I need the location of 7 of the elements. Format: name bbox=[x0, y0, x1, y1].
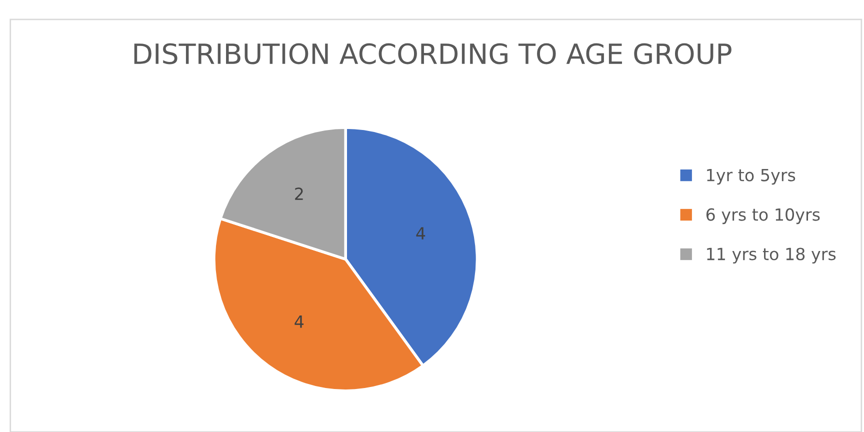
chart-title: DISTRIBUTION ACCORDING TO AGE GROUP bbox=[134, 43, 732, 64]
data-label: 4 bbox=[416, 227, 426, 240]
data-label: 2 bbox=[295, 188, 303, 200]
legend-label: 11 yrs to 18 yrs bbox=[707, 248, 836, 264]
legend-label: 1yr to 5yrs bbox=[707, 168, 796, 185]
data-label: 4 bbox=[294, 316, 304, 328]
legend-label: 6 yrs to 10yrs bbox=[706, 208, 820, 224]
